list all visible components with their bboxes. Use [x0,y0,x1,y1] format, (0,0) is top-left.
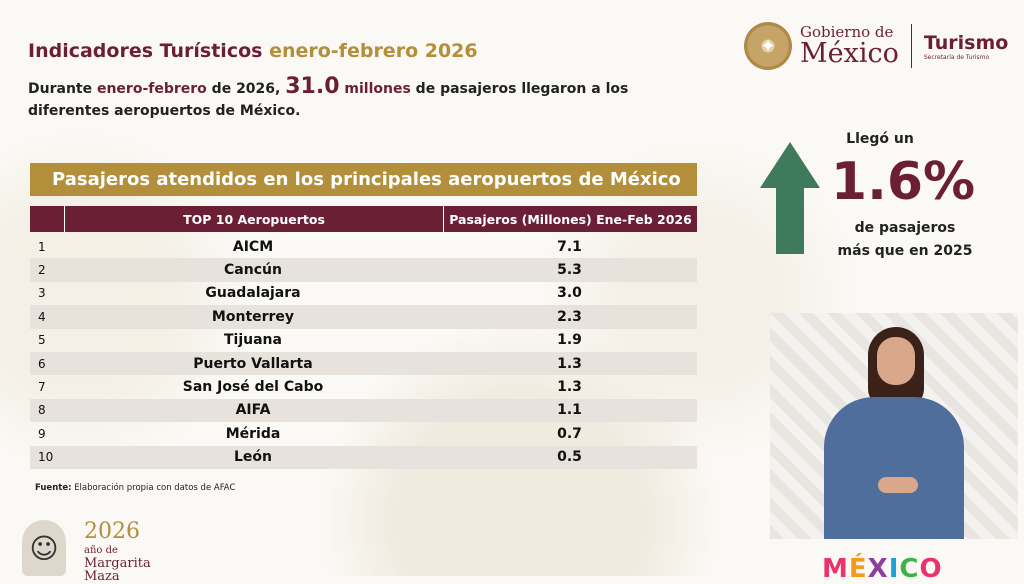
row-airport: Mérida [225,425,281,442]
stat-label-top: Llegó un [846,131,914,147]
table-row: 2 Cancún 5.3 [30,258,697,282]
mexico-brand-logo: MÉXICO [822,554,943,584]
subtitle-text-2: de 2026, [211,81,281,97]
table-row: 1 AICM 7.1 [30,235,697,258]
national-seal-icon: ✦ [744,22,792,70]
page-subtitle: Durante enero-febrero de 2026, 31.0 mill… [28,76,668,122]
arrow-up-icon [760,142,820,254]
row-airport: Puerto Vallarta [193,355,313,372]
row-airport: Monterrey [211,308,295,325]
stat-bottom-line-2: más que en 2025 [837,243,973,259]
subtitle-text-3: de pasajeros llegaron a los diferentes a… [28,81,629,119]
anniversary-logo: ☺ 2026 año de Margarita Maza [22,520,151,583]
row-airport: Cancún [224,262,282,279]
stat-value: 1.6% [830,152,976,212]
table-row: 3 Guadalajara 3.0 [30,282,697,305]
table-row: 5 Tijuana 1.9 [30,329,697,352]
row-rank: 7 [38,380,46,395]
row-passengers: 1.9 [557,332,582,349]
row-airport: San José del Cabo [182,379,324,396]
anniversary-line-2: Margarita [84,556,151,571]
turismo-logo: Turismo Secretaría de Turismo [924,32,1008,61]
row-passengers: 0.7 [557,425,582,442]
anniversary-text: 2026 año de Margarita Maza [84,519,151,584]
table-row: 4 Monterrey 2.3 [30,305,697,329]
brand-letter: É [848,554,868,584]
table-row: 9 Mérida 0.7 [30,422,697,445]
header-passengers: Pasajeros (Millones) Ene-Feb 2026 [443,206,697,232]
anniversary-year: 2026 [84,519,140,544]
source-label: Fuente: [35,483,72,493]
row-rank: 9 [38,426,46,441]
source-note: Fuente: Elaboración propia con datos de … [35,483,235,493]
row-airport: AICM [232,238,274,255]
row-passengers: 3.0 [557,285,582,302]
stat-label-bottom: de pasajeros más que en 2025 [830,217,980,263]
row-rank: 6 [38,356,46,371]
row-rank: 10 [38,450,54,465]
gov-text: Gobierno de México [800,24,899,68]
sign-language-interpreter-video [770,313,1018,539]
anniversary-line-1: año de [84,545,118,556]
row-passengers: 2.3 [557,308,582,325]
title-accent: enero-febrero 2026 [269,40,478,62]
table-row: 7 San José del Cabo 1.3 [30,375,697,398]
gov-line-2: México [800,38,899,69]
table-row: 10 León 0.5 [30,445,697,469]
subtitle-accent-1: enero-febrero [96,81,207,97]
sector-name: Turismo [923,31,1009,54]
row-rank: 3 [38,286,46,301]
interpreter-hands [878,477,918,493]
row-rank: 2 [38,263,46,278]
table-banner: Pasajeros atendidos en los principales a… [30,163,697,196]
row-rank: 5 [38,333,46,348]
stat-bottom-line-1: de pasajeros [854,220,956,236]
row-rank: 1 [38,239,46,254]
brand-letter: I [888,554,900,584]
header-airport: TOP 10 Aeropuertos [64,206,443,232]
table-row: 6 Puerto Vallarta 1.3 [30,351,697,376]
row-passengers: 7.1 [557,238,582,255]
row-airport: Tijuana [224,332,282,349]
gobierno-logo: ✦ Gobierno de México Turismo Secretaría … [744,22,1008,70]
gov-line-1: Gobierno de [800,23,894,41]
interpreter-body [824,397,964,539]
interpreter-face [877,337,915,385]
row-passengers: 1.3 [557,355,582,372]
subtitle-big-number: 31.0 [285,74,340,99]
source-text: Elaboración propia con datos de AFAC [74,483,236,493]
anniversary-line-3: Maza [84,569,120,584]
brand-letter: X [867,554,889,584]
table-body: 1 AICM 7.1 2 Cancún 5.3 3 Guadalajara 3.0 4 Monter… [30,235,697,469]
portrait-icon: ☺ [22,520,66,576]
logo-divider [910,24,912,68]
subtitle-text-1: Durante [28,81,93,97]
brand-letter: O [919,554,943,584]
sector-subtitle: Secretaría de Turismo [923,53,990,61]
row-passengers: 1.3 [557,379,582,396]
row-rank: 8 [38,403,46,418]
table-header: TOP 10 Aeropuertos Pasajeros (Millones) … [30,206,697,232]
row-airport: AIFA [235,402,271,419]
row-airport: Guadalajara [205,285,301,302]
row-passengers: 1.1 [557,402,582,419]
brand-letter: M [822,554,849,584]
title-main: Indicadores Turísticos [28,40,263,62]
subtitle-accent-2: millones [344,81,411,97]
row-passengers: 0.5 [557,449,582,466]
row-passengers: 5.3 [557,262,582,279]
page-title: Indicadores Turísticos enero-febrero 202… [28,40,478,62]
brand-letter: C [899,554,920,584]
row-airport: León [233,449,272,466]
row-rank: 4 [38,309,46,324]
table-row: 8 AIFA 1.1 [30,398,697,423]
